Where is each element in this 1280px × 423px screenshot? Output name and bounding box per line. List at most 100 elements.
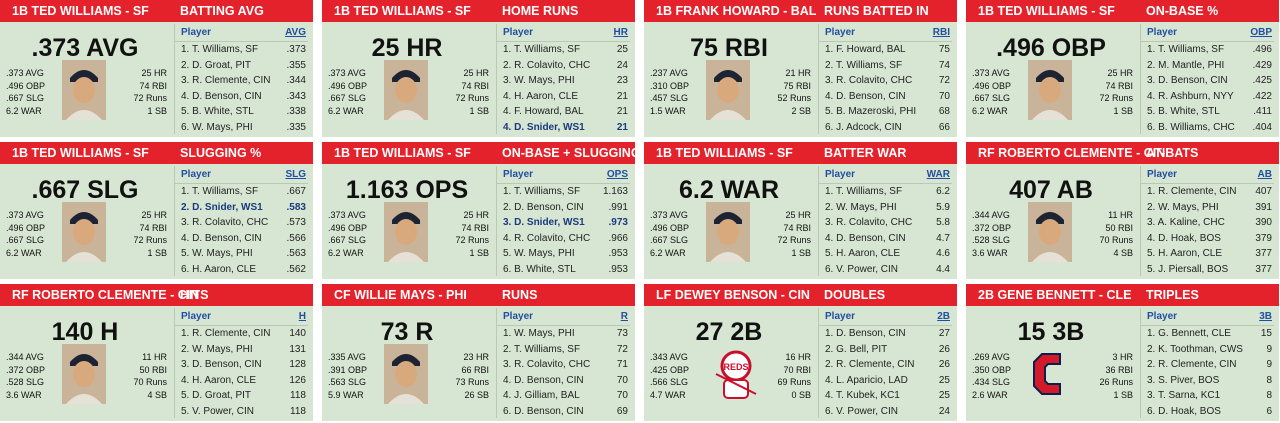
row-player[interactable]: 1. T. Williams, SF — [825, 186, 903, 197]
table-row[interactable]: 2. K. Toothman, CWS 9 — [1141, 342, 1274, 358]
table-row[interactable]: 3. D. Benson, CIN .425 — [1141, 73, 1274, 89]
table-row[interactable]: 3. R. Colavito, CHC 72 — [819, 73, 952, 89]
row-player[interactable]: 2. W. Mays, PHI — [1147, 201, 1219, 213]
table-row[interactable]: 6. V. Power, CIN 4.4 — [819, 262, 952, 278]
table-row[interactable]: 3. D. Snider, WS1 .973 — [497, 215, 630, 231]
row-player[interactable]: 1. T. Williams, SF — [503, 44, 581, 55]
table-row[interactable]: 5. H. Aaron, CLE 377 — [1141, 246, 1274, 262]
row-player[interactable]: 3. D. Snider, WS1 — [503, 217, 585, 228]
column-header-stat[interactable]: WAR — [926, 169, 950, 180]
leader-name[interactable]: CF WILLIE MAYS - PHI — [334, 288, 467, 302]
row-player[interactable]: 5. W. Mays, PHI — [181, 248, 253, 259]
column-header-stat[interactable]: SLG — [285, 169, 306, 180]
table-row[interactable]: 3. R. Colavito, CHC .573 — [175, 215, 308, 231]
table-row[interactable]: 6. H. Aaron, CLE .562 — [175, 262, 308, 278]
row-player[interactable]: 3. S. Piver, BOS — [1147, 374, 1220, 386]
row-player[interactable]: 1. R. Clemente, CIN — [1147, 186, 1237, 197]
row-player[interactable]: 2. D. Benson, CIN — [503, 201, 584, 213]
leader-name[interactable]: 1B TED WILLIAMS - SF — [12, 146, 149, 160]
row-player[interactable]: 2. M. Mantle, PHI — [1147, 59, 1225, 71]
table-row[interactable]: 2. T. Williams, SF 74 — [819, 58, 952, 74]
table-row[interactable]: 1. G. Bennett, CLE 15 — [1141, 326, 1274, 342]
row-player[interactable]: 2. K. Toothman, CWS — [1147, 343, 1243, 355]
table-row[interactable]: 4. D. Snider, WS1 21 — [497, 120, 630, 136]
row-player[interactable]: 3. W. Mays, PHI — [503, 75, 575, 86]
table-row[interactable]: 6. V. Power, CIN 24 — [819, 404, 952, 420]
table-row[interactable]: 1. R. Clemente, CIN 407 — [1141, 184, 1274, 200]
leader-name[interactable]: 1B TED WILLIAMS - SF — [12, 4, 149, 18]
table-row[interactable]: 1. T. Williams, SF 1.163 — [497, 184, 630, 200]
row-player[interactable]: 4. D. Hoak, BOS — [1147, 232, 1221, 244]
row-player[interactable]: 6. B. Williams, CHC — [1147, 121, 1235, 133]
leader-name[interactable]: 1B TED WILLIAMS - SF — [334, 146, 471, 160]
row-player[interactable]: 2. W. Mays, PHI — [181, 343, 253, 355]
table-row[interactable]: 1. T. Williams, SF 6.2 — [819, 184, 952, 200]
table-row[interactable]: 6. B. White, STL .953 — [497, 262, 630, 278]
row-player[interactable]: 3. R. Colavito, CHC — [825, 75, 913, 86]
table-row[interactable]: 3. R. Clemente, CIN .344 — [175, 73, 308, 89]
table-row[interactable]: 5. D. Groat, PIT 118 — [175, 388, 308, 404]
table-row[interactable]: 4. D. Benson, CIN .566 — [175, 231, 308, 247]
row-player[interactable]: 4. J. Gilliam, BAL — [503, 390, 580, 401]
table-row[interactable]: 3. A. Kaline, CHC 390 — [1141, 215, 1274, 231]
table-row[interactable]: 4. F. Howard, BAL 21 — [497, 104, 630, 120]
row-player[interactable]: 3. D. Benson, CIN — [181, 359, 262, 370]
table-row[interactable]: 2. W. Mays, PHI 391 — [1141, 200, 1274, 216]
leader-name[interactable]: 1B TED WILLIAMS - SF — [978, 4, 1115, 18]
row-player[interactable]: 3. R. Colavito, CHC — [503, 359, 591, 370]
row-player[interactable]: 1. W. Mays, PHI — [503, 328, 575, 339]
table-row[interactable]: 5. W. Mays, PHI .563 — [175, 246, 308, 262]
row-player[interactable]: 4. D. Benson, CIN — [181, 90, 262, 102]
row-player[interactable]: 5. B. White, STL — [181, 106, 254, 117]
row-player[interactable]: 2. R. Clemente, CIN — [825, 359, 915, 370]
row-player[interactable]: 2. R. Colavito, CHC — [503, 59, 591, 71]
row-player[interactable]: 4. D. Benson, CIN — [825, 232, 906, 244]
table-row[interactable]: 4. D. Benson, CIN 70 — [819, 89, 952, 105]
row-player[interactable]: 1. R. Clemente, CIN — [181, 328, 271, 339]
column-header-stat[interactable]: AB — [1257, 169, 1272, 180]
table-row[interactable]: 4. D. Benson, CIN .343 — [175, 89, 308, 105]
table-row[interactable]: 1. W. Mays, PHI 73 — [497, 326, 630, 342]
row-player[interactable]: 6. J. Adcock, CIN — [825, 121, 902, 133]
table-row[interactable]: 4. L. Aparicio, LAD 25 — [819, 373, 952, 389]
leader-name[interactable]: RF ROBERTO CLEMENTE - CIN — [12, 288, 200, 302]
table-row[interactable]: 5. V. Power, CIN 118 — [175, 404, 308, 420]
table-row[interactable]: 2. R. Clemente, CIN 9 — [1141, 357, 1274, 373]
row-player[interactable]: 2. T. Williams, SF — [503, 343, 581, 355]
row-player[interactable]: 3. R. Colavito, CHC — [181, 217, 269, 228]
row-player[interactable]: 1. D. Benson, CIN — [825, 328, 906, 339]
table-row[interactable]: 4. T. Kubek, KC1 25 — [819, 388, 952, 404]
column-header-stat[interactable]: RBI — [932, 27, 950, 38]
table-row[interactable]: 5. B. White, STL .411 — [1141, 104, 1274, 120]
row-player[interactable]: 3. A. Kaline, CHC — [1147, 217, 1225, 228]
table-row[interactable]: 4. J. Gilliam, BAL 70 — [497, 388, 630, 404]
column-header-stat[interactable]: OBP — [1250, 27, 1272, 38]
row-player[interactable]: 4. H. Aaron, CLE — [503, 90, 579, 102]
leader-name[interactable]: RF ROBERTO CLEMENTE - CIN — [978, 146, 1166, 160]
table-row[interactable]: 5. B. Mazeroski, PHI 68 — [819, 104, 952, 120]
table-row[interactable]: 6. D. Hoak, BOS 6 — [1141, 404, 1274, 420]
table-row[interactable]: 1. T. Williams, SF .667 — [175, 184, 308, 200]
table-row[interactable]: 4. H. Aaron, CLE 21 — [497, 89, 630, 105]
table-row[interactable]: 4. H. Aaron, CLE 126 — [175, 373, 308, 389]
table-row[interactable]: 6. W. Mays, PHI .335 — [175, 120, 308, 136]
row-player[interactable]: 2. W. Mays, PHI — [825, 201, 897, 213]
row-player[interactable]: 2. D. Snider, WS1 — [181, 201, 263, 213]
table-row[interactable]: 4. D. Hoak, BOS 379 — [1141, 231, 1274, 247]
column-header-stat[interactable]: 2B — [937, 311, 950, 322]
table-row[interactable]: 3. R. Colavito, CHC 5.8 — [819, 215, 952, 231]
table-row[interactable]: 1. F. Howard, BAL 75 — [819, 42, 952, 58]
row-player[interactable]: 2. G. Bell, PIT — [825, 343, 888, 355]
row-player[interactable]: 4. R. Colavito, CHC — [503, 232, 591, 244]
table-row[interactable]: 4. R. Ashburn, NYY .422 — [1141, 89, 1274, 105]
table-row[interactable]: 2. W. Mays, PHI 5.9 — [819, 200, 952, 216]
row-player[interactable]: 6. H. Aaron, CLE — [181, 263, 257, 275]
row-player[interactable]: 5. W. Mays, PHI — [503, 248, 575, 259]
row-player[interactable]: 3. D. Benson, CIN — [1147, 75, 1228, 86]
leader-name[interactable]: 1B FRANK HOWARD - BAL — [656, 4, 817, 18]
table-row[interactable]: 4. D. Benson, CIN 70 — [497, 373, 630, 389]
row-player[interactable]: 1. F. Howard, BAL — [825, 44, 906, 55]
table-row[interactable]: 1. R. Clemente, CIN 140 — [175, 326, 308, 342]
column-header-stat[interactable]: AVG — [285, 27, 306, 38]
row-player[interactable]: 6. W. Mays, PHI — [181, 121, 253, 133]
